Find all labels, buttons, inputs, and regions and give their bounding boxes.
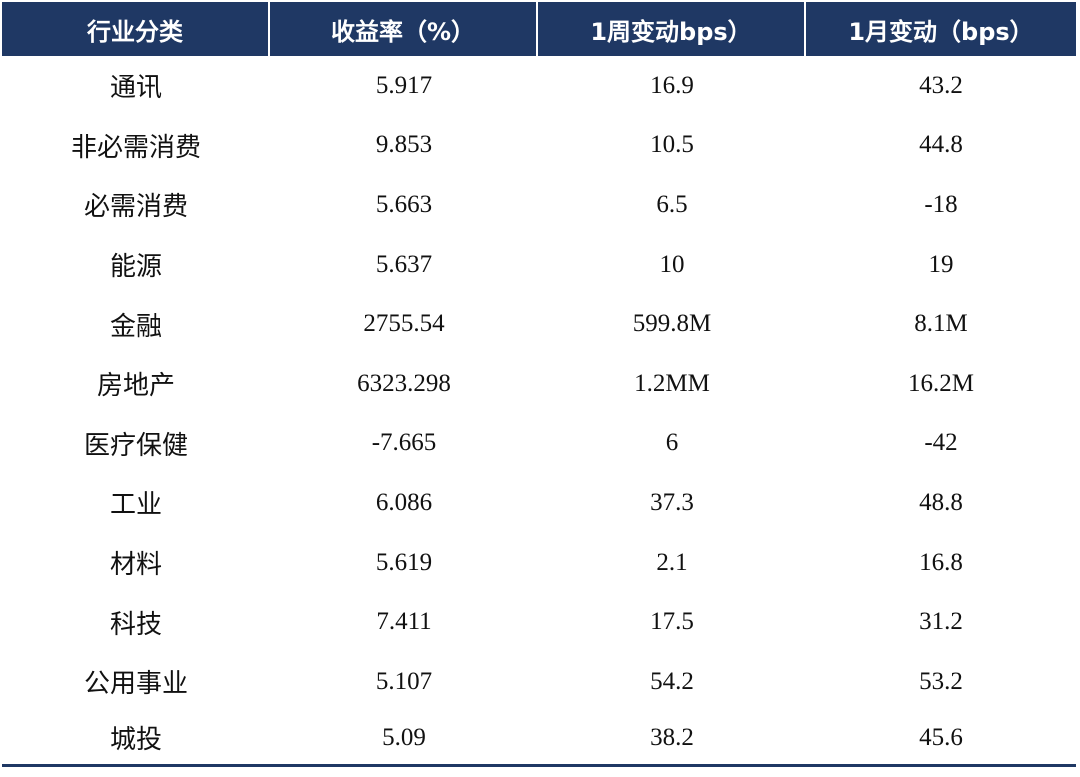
table-row: 城投 5.09 38.2 45.6 [2,712,1076,767]
month-change-cell: -42 [924,429,958,457]
industry-yield-table: 行业分类 收益率（%） 1周变动bps） 1月变动（bps） 通讯 5.917 … [2,2,1076,767]
yield-cell: -7.665 [371,429,437,457]
month-change-cell: 8.1M [914,310,968,338]
industry-cell: 通讯 [109,73,162,104]
table-row: 工业 6.086 37.3 48.8 [2,473,1076,533]
month-change-cell: 19 [928,250,954,278]
industry-cell: 金融 [109,311,162,342]
month-change-cell: -18 [924,190,958,218]
week-change-cell: 38.2 [538,712,806,767]
table-row: 必需消费 5.663 6.5 -18 [2,175,1076,235]
header-yield: 收益率（%） [270,2,538,56]
week-change-cell: 599.8M [632,310,712,338]
industry-cell: 公用事业 [83,669,188,700]
industry-cell: 非必需消费 [70,132,201,163]
yield-cell: 2755.54 [363,310,445,338]
week-change-cell: 17.5 [650,608,694,636]
industry-cell: 能源 [109,252,162,283]
week-change-cell: 6 [665,429,679,457]
industry-cell: 必需消费 [83,192,188,223]
month-change-cell: 44.8 [919,131,963,159]
week-change-cell: 1.2MM [634,369,710,397]
header-week-change: 1周变动bps） [538,2,806,56]
header-industry: 行业分类 [2,2,270,56]
yield-cell: 5.09 [270,712,538,767]
month-change-cell: 53.2 [919,667,963,695]
week-change-cell: 54.2 [650,667,694,695]
industry-cell: 材料 [109,550,162,581]
table-row: 非必需消费 9.853 10.5 44.8 [2,116,1076,176]
table-row: 公用事业 5.107 54.2 53.2 [2,652,1076,712]
table-row: 通讯 5.917 16.9 43.2 [2,56,1076,116]
table-body: 通讯 5.917 16.9 43.2 非必需消费 9.853 10.5 44.8… [2,56,1076,767]
header-row: 行业分类 收益率（%） 1周变动bps） 1月变动（bps） [2,2,1076,56]
yield-cell: 6.086 [375,488,433,516]
table-row: 医疗保健 -7.665 6 -42 [2,414,1076,474]
month-change-cell: 16.2M [908,369,974,397]
week-change-cell: 10 [659,250,685,278]
header-month-change: 1月变动（bps） [806,2,1076,56]
yield-cell: 7.411 [376,608,432,636]
month-change-cell: 48.8 [919,488,963,516]
month-change-cell: 45.6 [806,712,1076,767]
yield-cell: 5.663 [375,190,433,218]
yield-cell: 5.637 [375,250,433,278]
yield-cell: 5.619 [375,548,433,576]
industry-cell: 工业 [109,490,162,521]
table-row: 科技 7.411 17.5 31.2 [2,592,1076,652]
table-row: 材料 5.619 2.1 16.8 [2,533,1076,593]
industry-cell: 城投 [2,712,270,767]
industry-cell: 科技 [109,609,162,640]
industry-cell: 医疗保健 [83,430,188,461]
month-change-cell: 16.8 [919,548,963,576]
industry-yield-table-container: 行业分类 收益率（%） 1周变动bps） 1月变动（bps） 通讯 5.917 … [2,2,1076,767]
yield-cell: 6323.298 [357,369,451,397]
table-header: 行业分类 收益率（%） 1周变动bps） 1月变动（bps） [2,2,1076,56]
week-change-cell: 6.5 [656,190,688,218]
month-change-cell: 43.2 [919,71,963,99]
week-change-cell: 37.3 [650,488,694,516]
week-change-cell: 10.5 [650,131,694,159]
week-change-cell: 2.1 [656,548,688,576]
industry-cell: 房地产 [96,371,175,402]
yield-cell: 5.917 [375,71,433,99]
yield-cell: 5.107 [375,667,433,695]
table-row: 金融 2755.54 599.8M 8.1M [2,294,1076,354]
week-change-cell: 16.9 [650,71,694,99]
table-row: 能源 5.637 10 19 [2,235,1076,295]
yield-cell: 9.853 [375,131,433,159]
month-change-cell: 31.2 [919,608,963,636]
table-row: 房地产 6323.298 1.2MM 16.2M [2,354,1076,414]
